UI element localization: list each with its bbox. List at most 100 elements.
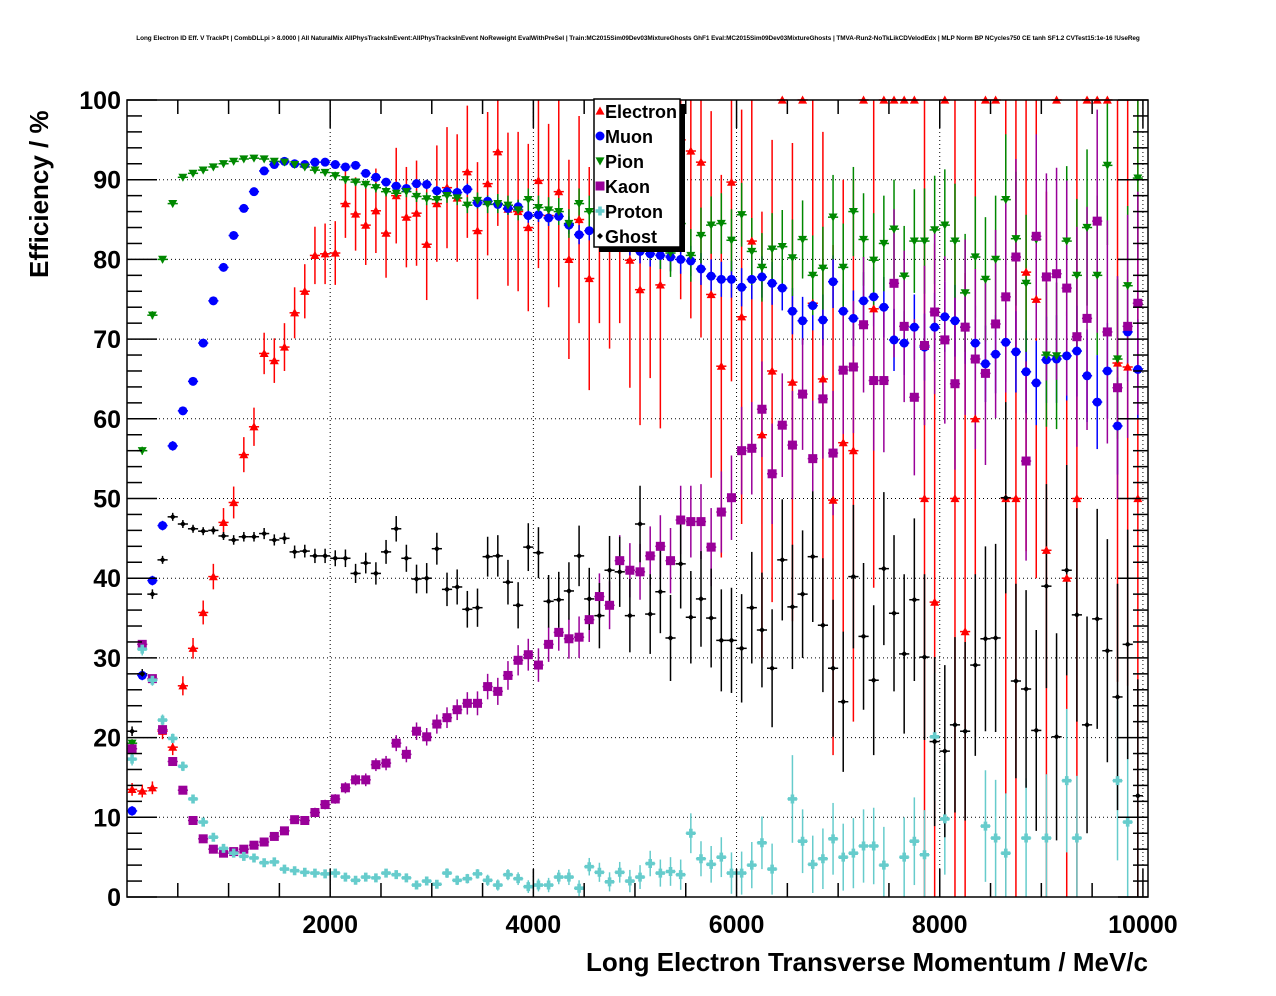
proton-point bbox=[554, 872, 564, 882]
pion-point bbox=[310, 166, 320, 175]
electron-point bbox=[137, 786, 147, 795]
pion-point bbox=[351, 178, 361, 187]
proton-point bbox=[259, 858, 269, 868]
pion-point bbox=[889, 225, 899, 234]
electron-point bbox=[828, 495, 838, 504]
ghost-point bbox=[240, 533, 247, 540]
kaon-point bbox=[320, 800, 330, 810]
ghost-point bbox=[850, 573, 857, 580]
pion-point bbox=[1041, 351, 1051, 360]
ghost-point bbox=[769, 665, 776, 672]
ghost-point bbox=[677, 560, 684, 567]
kaon-point bbox=[412, 726, 422, 736]
electron-point bbox=[127, 784, 137, 794]
x-axis-title: Long Electron Transverse Momentum / MeV/… bbox=[586, 947, 1148, 977]
kaon-point bbox=[300, 815, 310, 825]
kaon-point bbox=[706, 542, 716, 552]
kaon-point bbox=[158, 725, 168, 735]
kaon-point bbox=[1082, 313, 1092, 323]
proton-point bbox=[564, 872, 574, 882]
electron-point bbox=[564, 254, 574, 263]
pion-point bbox=[859, 235, 869, 244]
proton-point bbox=[432, 879, 442, 889]
proton-point bbox=[269, 857, 279, 867]
electron-point bbox=[1041, 545, 1051, 554]
muon-point bbox=[188, 376, 198, 386]
pion-point bbox=[950, 237, 960, 246]
muon-point bbox=[462, 184, 472, 194]
electron-point bbox=[330, 248, 340, 257]
pion-point bbox=[147, 311, 157, 320]
electron-point bbox=[269, 356, 279, 365]
kaon-point bbox=[351, 775, 361, 785]
y-tick-label: 100 bbox=[79, 87, 121, 115]
pion-point bbox=[726, 236, 736, 245]
electron-point bbox=[1021, 267, 1031, 276]
kaon-point bbox=[137, 639, 147, 649]
kaon-point bbox=[1072, 332, 1082, 342]
ghost-point bbox=[383, 548, 390, 555]
proton-point bbox=[737, 868, 747, 878]
pion-point bbox=[1072, 271, 1082, 280]
electron-point bbox=[686, 146, 696, 155]
kaon-point bbox=[787, 440, 797, 450]
kaon-point bbox=[696, 517, 706, 527]
ghost-point bbox=[393, 525, 400, 532]
pion-point bbox=[970, 253, 980, 262]
pion-point bbox=[828, 213, 838, 222]
ghost-point bbox=[891, 610, 898, 617]
pion-point bbox=[432, 196, 442, 205]
muon-point bbox=[1133, 364, 1143, 374]
kaon-point bbox=[980, 368, 990, 378]
ghost-point bbox=[1114, 693, 1121, 700]
pion-point bbox=[452, 194, 462, 203]
proton-point bbox=[615, 867, 625, 877]
ghost-point bbox=[332, 555, 339, 562]
proton-point bbox=[1021, 833, 1031, 843]
muon-point bbox=[767, 278, 777, 288]
tick-labels: 2000 4000 6000 8000 10000 0 10 20 30 40 50 60 70 80 90… bbox=[79, 87, 1177, 939]
ghost-point bbox=[870, 677, 877, 684]
proton-point bbox=[869, 841, 879, 851]
ghost-point bbox=[606, 567, 613, 574]
y-tick-label: 40 bbox=[93, 565, 121, 593]
legend-marker-pion bbox=[595, 157, 605, 166]
electron-point bbox=[188, 643, 198, 652]
muon-point bbox=[1102, 366, 1112, 376]
ghost-point bbox=[667, 634, 674, 641]
proton-point bbox=[838, 852, 848, 862]
kaon-point bbox=[178, 785, 188, 795]
pion-point bbox=[838, 263, 848, 272]
ghost-point bbox=[555, 596, 562, 603]
pion-point bbox=[554, 207, 564, 217]
kaon-point bbox=[859, 320, 869, 330]
pion-point bbox=[980, 275, 990, 284]
ghost-point bbox=[545, 598, 552, 605]
ghost-series bbox=[129, 494, 1141, 799]
electron-point bbox=[584, 274, 594, 283]
kaon-point bbox=[666, 556, 676, 566]
kaon-point bbox=[523, 650, 533, 660]
kaon-point bbox=[777, 420, 787, 430]
pion-point bbox=[991, 255, 1001, 264]
ghost-point bbox=[352, 570, 359, 577]
muon-point bbox=[533, 210, 543, 220]
electron-point bbox=[767, 366, 777, 375]
electron-point bbox=[706, 289, 716, 299]
pion-point bbox=[696, 231, 706, 240]
proton-point bbox=[147, 675, 157, 685]
muon-point bbox=[574, 230, 584, 240]
legend-label-kaon: Kaon bbox=[605, 177, 650, 197]
electron-point bbox=[655, 280, 665, 289]
proton-point bbox=[676, 870, 686, 880]
ghost-point bbox=[1063, 567, 1070, 574]
kaon-point bbox=[919, 340, 929, 350]
ghost-point bbox=[1094, 615, 1101, 622]
electron-point bbox=[472, 226, 482, 235]
ghost-point bbox=[626, 612, 633, 619]
pion-point bbox=[229, 157, 239, 166]
proton-point bbox=[767, 864, 777, 874]
muon-point bbox=[838, 306, 848, 316]
pion-point bbox=[919, 237, 929, 246]
grid-lines bbox=[127, 100, 1148, 897]
